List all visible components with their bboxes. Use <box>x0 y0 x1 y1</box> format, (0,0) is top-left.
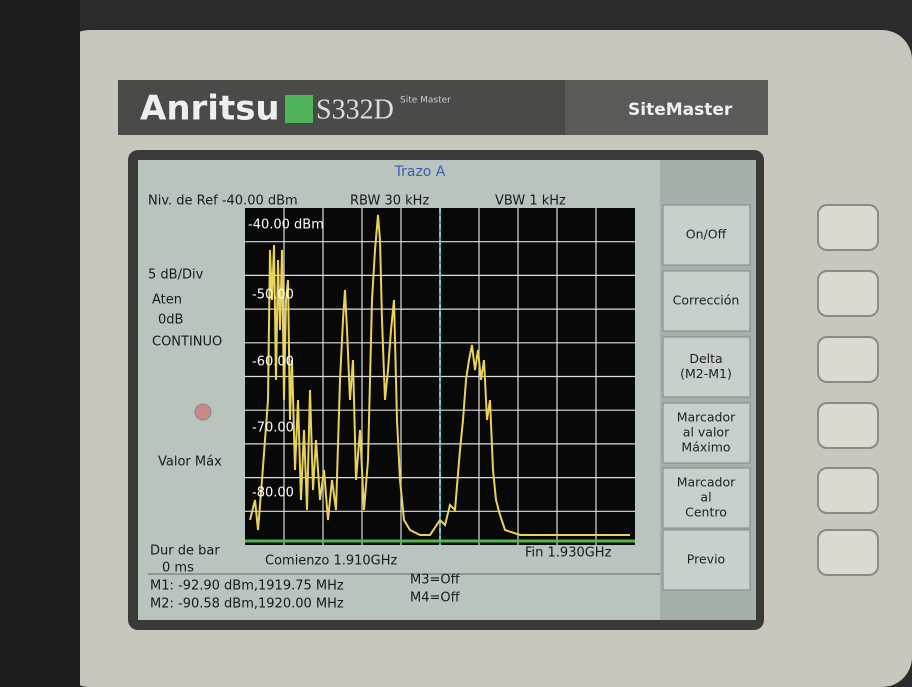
model: S332D <box>316 94 394 125</box>
hold-indicator <box>194 403 212 421</box>
hardware-buttons <box>817 204 879 576</box>
sweep-value: 0 ms <box>162 561 194 576</box>
detector: Valor Máx <box>158 455 222 470</box>
spectrum-trace <box>249 214 630 536</box>
ref-level: Niv. de Ref -40.00 dBm <box>148 194 298 209</box>
softkey[interactable] <box>662 336 751 398</box>
scale-label: -70.00 <box>252 421 294 436</box>
softkey-label: On/Off <box>686 227 727 242</box>
brand: Anritsu <box>140 89 280 129</box>
side-button[interactable] <box>817 204 879 251</box>
softkey-label: Previo <box>687 552 725 567</box>
rbw: RBW 30 kHz <box>350 194 429 209</box>
case-edge <box>0 0 80 687</box>
softkey-label: Marcador <box>677 475 736 490</box>
softkey[interactable] <box>662 402 751 464</box>
softkey[interactable] <box>662 467 751 529</box>
marker-readout: M3=Off <box>410 573 461 588</box>
scale-label: -80.00 <box>252 486 294 501</box>
stop-freq: Fin 1.930GHz <box>525 546 612 561</box>
atten-label: Aten <box>152 293 182 308</box>
marker-readout: M4=Off <box>410 591 461 606</box>
scale-label: -60.00 <box>252 355 294 370</box>
sweep-mode: CONTINUO <box>152 335 222 350</box>
softkey-label: al valor <box>683 425 730 440</box>
atten-value: 0dB <box>158 313 183 328</box>
marker-readout: M2: -90.58 dBm,1920.00 MHz <box>150 597 344 612</box>
softkey-label: Delta <box>689 351 722 366</box>
start-freq: Comienzo 1.910GHz <box>265 554 398 569</box>
side-button[interactable] <box>817 467 879 514</box>
softkey-label: al <box>700 490 711 505</box>
side-button[interactable] <box>817 270 879 317</box>
softkey-label: (M2-M1) <box>680 366 732 381</box>
product: SiteMaster <box>628 100 733 120</box>
brand-square <box>285 95 313 123</box>
softkey-label: Corrección <box>673 293 740 308</box>
trace-title: Trazo A <box>394 164 446 180</box>
side-button[interactable] <box>817 336 879 383</box>
vbw: VBW 1 kHz <box>495 194 566 209</box>
marker-readout: M1: -92.90 dBm,1919.75 MHz <box>150 579 344 594</box>
header-right <box>565 80 768 135</box>
model-suffix: Site Master <box>400 96 451 106</box>
scale-per-div: 5 dB/Div <box>148 268 204 283</box>
scale-label: -40.00 dBm <box>248 218 324 233</box>
softkey-label: Centro <box>685 505 727 520</box>
side-button[interactable] <box>817 402 879 449</box>
side-button[interactable] <box>817 529 879 576</box>
softkey[interactable] <box>662 270 751 332</box>
softkey[interactable] <box>662 529 751 591</box>
sweep-label: Dur de bar <box>150 544 220 559</box>
softkey-label: Marcador <box>677 410 736 425</box>
softkey[interactable] <box>662 204 751 266</box>
scale-label: -50.00 <box>252 288 294 303</box>
softkey-label: Máximo <box>681 440 730 455</box>
